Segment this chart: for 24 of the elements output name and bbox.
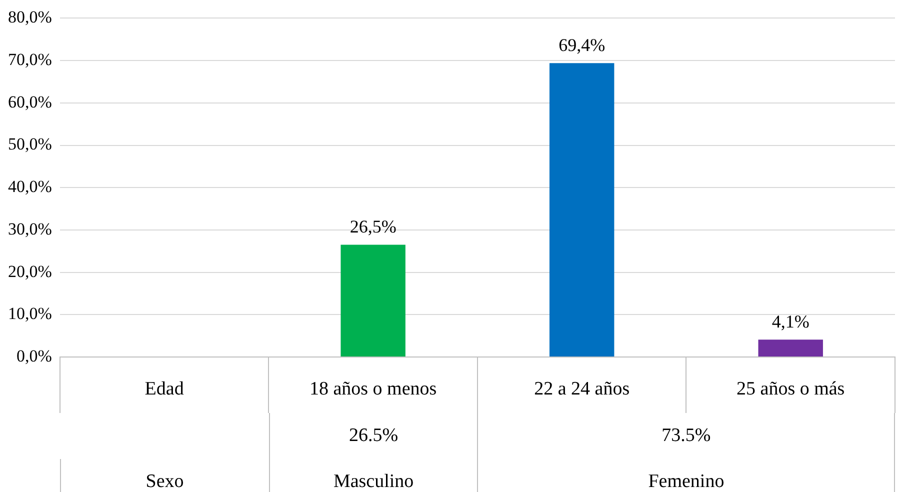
y-tick-label: 30,0%	[8, 219, 52, 238]
text: Sexo	[60, 459, 269, 492]
text: 73.5%	[477, 413, 895, 459]
y-tick-label: 70,0%	[8, 50, 52, 70]
y-tick-label: 80,0%	[8, 8, 52, 27]
x-tick-label: 25 años o más	[736, 378, 845, 400]
text: Femenino	[477, 459, 895, 492]
y-tick-label: 40,0%	[8, 177, 52, 196]
y-tick-label: 20,0%	[8, 262, 52, 281]
bar	[758, 340, 823, 356]
data-label: 4,1%	[772, 311, 810, 332]
data-label: 69,4%	[558, 34, 606, 55]
bar	[340, 244, 406, 356]
x-tick-label: 18 años o menos	[309, 378, 437, 400]
x-tick-label: Edad	[144, 378, 184, 400]
data-label: 26,5%	[350, 216, 396, 237]
text: Masculino	[268, 459, 478, 492]
x-tick-label: 22 a 24 años	[534, 378, 630, 400]
text: 26.5%	[268, 413, 478, 459]
y-tick-label: 0,0%	[16, 346, 52, 366]
y-tick-label: 60,0%	[8, 92, 52, 112]
y-tick-label: 10,0%	[8, 304, 52, 324]
y-tick-label: 50,0%	[8, 134, 52, 154]
bar	[549, 63, 614, 356]
